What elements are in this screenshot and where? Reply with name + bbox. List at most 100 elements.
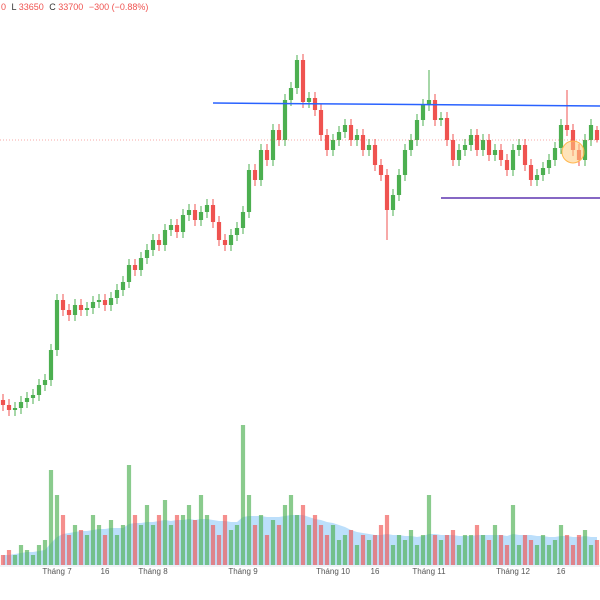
volume-bar bbox=[534, 545, 540, 565]
volume-bar bbox=[144, 505, 150, 565]
volume-bar bbox=[336, 540, 342, 565]
volume-bar bbox=[228, 530, 234, 565]
candle-body bbox=[102, 300, 108, 305]
candle-body bbox=[432, 100, 438, 120]
candle-body bbox=[198, 212, 204, 220]
volume-bar bbox=[198, 495, 204, 565]
volume-bar bbox=[66, 535, 72, 565]
volume-bar bbox=[300, 505, 306, 565]
candle-body bbox=[336, 132, 342, 140]
volume-bar bbox=[546, 545, 552, 565]
volume-bar bbox=[552, 540, 558, 565]
candle-body bbox=[582, 140, 588, 160]
volume-bar bbox=[156, 515, 162, 565]
candle-body bbox=[378, 165, 384, 175]
volume-bar bbox=[78, 530, 84, 565]
candle-body bbox=[234, 228, 240, 235]
volume-bar bbox=[522, 535, 528, 565]
candle-body bbox=[486, 140, 492, 155]
volume-bar bbox=[36, 545, 42, 565]
candle-body bbox=[30, 395, 36, 398]
volume-bar bbox=[180, 515, 186, 565]
candle-body bbox=[450, 140, 456, 160]
volume-bar bbox=[114, 535, 120, 565]
candle-body bbox=[342, 125, 348, 132]
candle-body bbox=[402, 150, 408, 175]
candle-body bbox=[60, 300, 66, 310]
volume-bar bbox=[90, 515, 96, 565]
candle-body bbox=[324, 135, 330, 150]
volume-bar bbox=[270, 520, 276, 565]
volume-bar bbox=[240, 425, 246, 565]
candle-body bbox=[300, 60, 306, 102]
volume-bar bbox=[474, 525, 480, 565]
volume-bar bbox=[162, 500, 168, 565]
candle-body bbox=[330, 140, 336, 150]
candle-body bbox=[48, 350, 54, 380]
candle-body bbox=[186, 210, 192, 215]
volume-bar bbox=[444, 535, 450, 565]
candle-body bbox=[246, 170, 252, 212]
volume-bar bbox=[378, 525, 384, 565]
candle-body bbox=[258, 150, 264, 180]
highlight-marker bbox=[561, 140, 585, 164]
volume-bar bbox=[24, 550, 30, 565]
candle-body bbox=[390, 195, 396, 210]
candle-body bbox=[480, 140, 486, 150]
candle-body bbox=[288, 88, 294, 100]
header-part: 0 bbox=[1, 2, 6, 12]
candle-body bbox=[138, 258, 144, 270]
candle-body bbox=[384, 175, 390, 210]
volume-bar bbox=[432, 535, 438, 565]
volume-bar bbox=[528, 540, 534, 565]
volume-bar bbox=[462, 535, 468, 565]
volume-bar bbox=[96, 525, 102, 565]
volume-bar bbox=[342, 535, 348, 565]
volume-bar bbox=[456, 545, 462, 565]
candle-body bbox=[192, 210, 198, 220]
candle-body bbox=[528, 165, 534, 180]
volume-bar bbox=[150, 525, 156, 565]
candle-body bbox=[210, 205, 216, 222]
volume-bar bbox=[306, 525, 312, 565]
candle-body bbox=[216, 222, 222, 240]
candle-body bbox=[96, 300, 102, 302]
candle-body bbox=[372, 145, 378, 165]
header-part: −300 (−0.88%) bbox=[89, 2, 149, 12]
volume-bar bbox=[192, 520, 198, 565]
volume-bar bbox=[12, 555, 18, 565]
candle-body bbox=[252, 170, 258, 180]
x-tick-label: Tháng 10 bbox=[316, 567, 350, 576]
volume-bar bbox=[222, 515, 228, 565]
candle-body bbox=[78, 305, 84, 310]
volume-bar bbox=[330, 525, 336, 565]
candle-body bbox=[174, 225, 180, 232]
candle-body bbox=[162, 230, 168, 245]
candle-body bbox=[228, 235, 234, 245]
volume-bar bbox=[492, 525, 498, 565]
volume-bar bbox=[204, 515, 210, 565]
volume-bar bbox=[186, 505, 192, 565]
trend-line bbox=[212, 102, 600, 107]
candle-body bbox=[444, 118, 450, 140]
candle-body bbox=[12, 408, 18, 410]
candle-body bbox=[36, 385, 42, 395]
volume-bar bbox=[558, 525, 564, 565]
candle-body bbox=[168, 225, 174, 230]
candle-body bbox=[540, 168, 546, 175]
volume-bar bbox=[504, 545, 510, 565]
volume-bar bbox=[102, 535, 108, 565]
x-axis: Tháng 7 16 Tháng 8 Tháng 9 Tháng 10 16 Tháng 1… bbox=[0, 565, 600, 576]
candle-body bbox=[144, 250, 150, 258]
volume-bar bbox=[402, 540, 408, 565]
volume-bar bbox=[450, 530, 456, 565]
candle-body bbox=[120, 282, 126, 290]
volume-bar bbox=[108, 520, 114, 565]
ohlc-header: 0 L 33650 C 33700 −300 (−0.88%) bbox=[1, 2, 148, 12]
volume-bar bbox=[30, 555, 36, 565]
volume-bar bbox=[288, 495, 294, 565]
volume-bar bbox=[366, 540, 372, 565]
candle-body bbox=[420, 105, 426, 120]
